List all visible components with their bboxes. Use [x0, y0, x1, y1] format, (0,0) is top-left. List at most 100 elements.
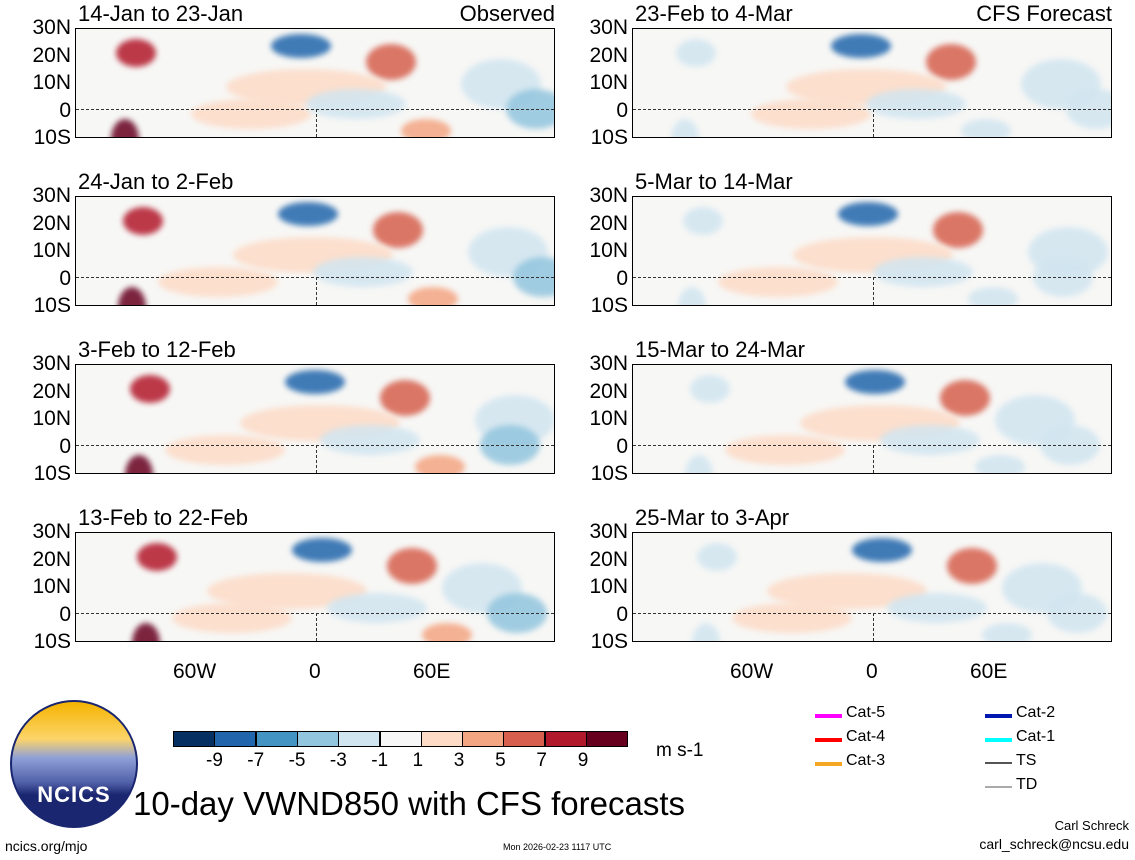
lat-label: 0	[59, 602, 71, 626]
wind-anomaly-shading	[873, 257, 973, 287]
lat-label: 20N	[589, 211, 628, 235]
panel-title: 23-Feb to 4-Mar	[635, 1, 793, 26]
legend-line-td	[985, 786, 1012, 788]
lat-label: 20N	[32, 547, 71, 571]
wind-anomaly-shading	[968, 287, 1018, 305]
equator-line	[633, 109, 1111, 110]
wind-anomaly-shading	[961, 119, 1011, 137]
wind-anomaly-shading	[191, 99, 311, 129]
lat-label: 30N	[32, 16, 71, 39]
wind-anomaly-shading	[887, 593, 987, 623]
wind-anomaly-shading	[306, 89, 406, 119]
map-panel	[632, 28, 1112, 138]
map-panel	[632, 532, 1112, 642]
lat-label: 30N	[589, 16, 628, 39]
lat-label: 10S	[33, 126, 71, 149]
lon-label: 0	[866, 660, 878, 683]
lat-label: 10N	[589, 239, 628, 262]
lat-label: 10S	[590, 294, 628, 317]
colorbar-tick-label: -9	[206, 750, 223, 771]
wind-anomaly-shading	[671, 119, 699, 137]
wind-anomaly-shading	[975, 455, 1025, 473]
legend-label: TD	[1016, 776, 1038, 793]
wind-anomaly-shading	[718, 267, 838, 297]
panel-title: 15-Mar to 24-Mar	[635, 337, 805, 362]
lon-label: 60E	[970, 660, 1008, 683]
wind-anomaly-shading	[366, 44, 416, 80]
footer-url: ncics.org/mjo	[5, 838, 88, 854]
lat-label: 20N	[589, 547, 628, 571]
ncics-logo: NCICS	[10, 700, 138, 828]
lat-label: 0	[616, 98, 628, 122]
colorbar-tick-label: -1	[371, 750, 389, 771]
map-panel	[75, 532, 555, 642]
wind-anomaly-shading	[320, 425, 420, 455]
wind-anomaly-shading	[116, 39, 156, 67]
wind-anomaly-shading	[732, 603, 852, 633]
wind-anomaly-shading	[373, 212, 423, 248]
legend-line-ts	[985, 762, 1012, 764]
lat-label: 10S	[590, 462, 628, 485]
lon-label: 60E	[413, 660, 451, 683]
equator-line	[76, 109, 554, 110]
lat-label: 30N	[32, 520, 71, 543]
footer-author: Carl Schreck	[1054, 818, 1129, 833]
prime-meridian-line	[873, 277, 874, 305]
colorbar-swatch	[338, 731, 381, 747]
lat-label: 30N	[32, 352, 71, 375]
wind-anomaly-shading	[982, 623, 1032, 641]
equator-line	[633, 277, 1111, 278]
lat-label: 30N	[589, 352, 628, 375]
wind-anomaly-shading	[866, 89, 966, 119]
colorbar-swatch	[214, 731, 257, 747]
lat-label: 30N	[589, 520, 628, 543]
wind-anomaly-shading	[130, 375, 170, 403]
lat-label: 10S	[33, 630, 71, 653]
lat-label: 10N	[589, 575, 628, 598]
footer-email: carl_schreck@ncsu.edu	[979, 836, 1129, 852]
map-panel	[75, 28, 555, 138]
lat-label: 10N	[589, 71, 628, 94]
lat-label: 10N	[32, 575, 71, 598]
lat-label: 0	[59, 266, 71, 290]
panel-tag: CFS Forecast	[976, 1, 1112, 26]
wind-anomaly-shading	[125, 455, 153, 473]
colorbar-tick-label: -3	[329, 750, 347, 771]
lat-label: 20N	[589, 43, 628, 67]
colorbar-swatch	[296, 731, 339, 747]
equator-line	[76, 613, 554, 614]
lat-label: 0	[616, 266, 628, 290]
legend-label: Cat-1	[1016, 728, 1056, 745]
wind-anomaly-shading	[940, 380, 990, 416]
lon-label: 60W	[173, 660, 217, 683]
map-panel	[75, 196, 555, 306]
lat-label: 10N	[589, 407, 628, 430]
wind-anomaly-shading	[158, 267, 278, 297]
lat-label: 0	[616, 602, 628, 626]
colorbar-swatch	[255, 731, 298, 747]
prime-meridian-line	[316, 109, 317, 137]
legend-label: Cat-4	[846, 728, 886, 745]
colorbar-swatch	[379, 731, 422, 747]
wind-anomaly-shading	[313, 257, 413, 287]
legend-label: Cat-5	[846, 704, 886, 721]
legend-line-cat-2	[985, 714, 1012, 718]
colorbar-tick-label: 5	[495, 750, 506, 771]
wind-anomaly-shading	[683, 207, 723, 235]
wind-anomaly-shading	[271, 34, 331, 58]
wind-anomaly-shading	[408, 287, 458, 305]
lat-label: 20N	[32, 379, 71, 403]
wind-anomaly-shading	[123, 207, 163, 235]
colorbar-tick-label: -5	[288, 750, 306, 771]
colorbar-tick-label: -7	[247, 750, 265, 771]
wind-anomaly-shading	[111, 119, 139, 137]
lat-label: 10N	[32, 71, 71, 94]
wind-anomaly-shading	[692, 623, 720, 641]
panel-title: 25-Mar to 3-Apr	[635, 505, 790, 530]
wind-anomaly-shading	[132, 623, 160, 641]
lat-label: 10S	[590, 630, 628, 653]
legend-label: Cat-3	[846, 752, 886, 769]
wind-anomaly-shading	[831, 34, 891, 58]
panel-title: 14-Jan to 23-Jan	[78, 1, 244, 26]
